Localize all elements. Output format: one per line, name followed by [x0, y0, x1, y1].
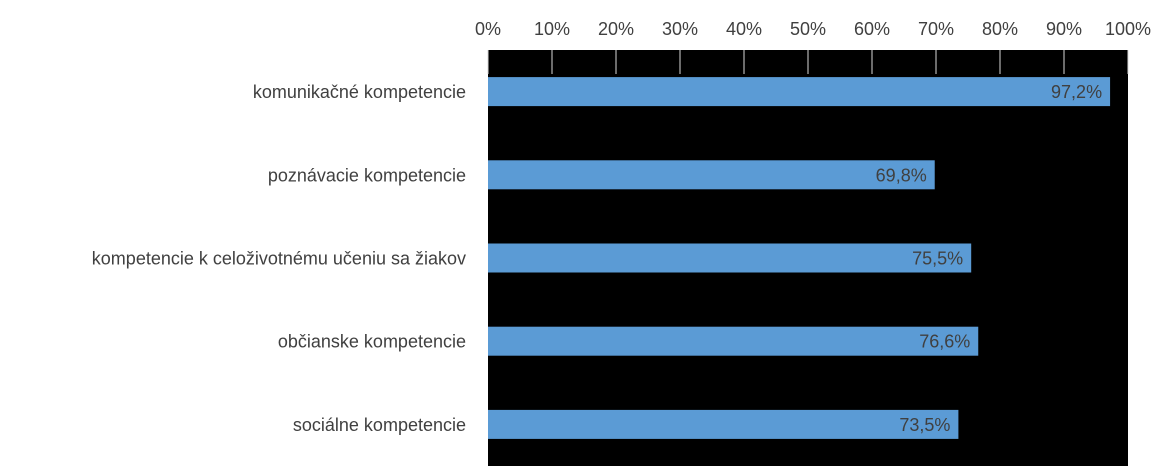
x-tick-label: 10%	[534, 19, 570, 39]
category-label: kompetencie k celoživotnému učeniu sa ži…	[92, 249, 466, 269]
bar	[488, 326, 979, 356]
bar	[488, 243, 972, 273]
bar	[488, 409, 959, 439]
x-tick-label: 60%	[854, 19, 890, 39]
category-label: občianske kompetencie	[278, 332, 466, 352]
data-label: 97,2%	[1051, 82, 1102, 102]
x-tick-label: 90%	[1046, 19, 1082, 39]
category-label: poznávacie kompetencie	[268, 165, 466, 185]
gridlines	[487, 50, 1129, 74]
x-tick-label: 30%	[662, 19, 698, 39]
data-label: 69,8%	[876, 165, 927, 185]
x-tick-label: 20%	[598, 19, 634, 39]
category-label: komunikačné kompetencie	[253, 82, 466, 102]
x-tick-label: 70%	[918, 19, 954, 39]
category-label: sociálne kompetencie	[293, 415, 466, 435]
data-labels: 97,2% 69,8% 75,5% 76,6% 73,5%	[876, 82, 1102, 435]
data-label: 76,6%	[919, 332, 970, 352]
x-tick-label: 40%	[726, 19, 762, 39]
x-tick-label: 50%	[790, 19, 826, 39]
data-label: 73,5%	[899, 415, 950, 435]
x-axis-tick-labels: 0% 10% 20% 30% 40% 50% 60% 70% 80% 90% 100%	[475, 19, 1151, 39]
data-label: 75,5%	[912, 249, 963, 269]
bar	[488, 77, 1111, 107]
bar	[488, 160, 935, 190]
x-tick-label: 80%	[982, 19, 1018, 39]
category-labels: komunikačné kompetencie poznávacie kompet…	[92, 82, 466, 435]
x-tick-label: 0%	[475, 19, 501, 39]
bars	[488, 77, 1111, 439]
x-tick-label: 100%	[1105, 19, 1151, 39]
